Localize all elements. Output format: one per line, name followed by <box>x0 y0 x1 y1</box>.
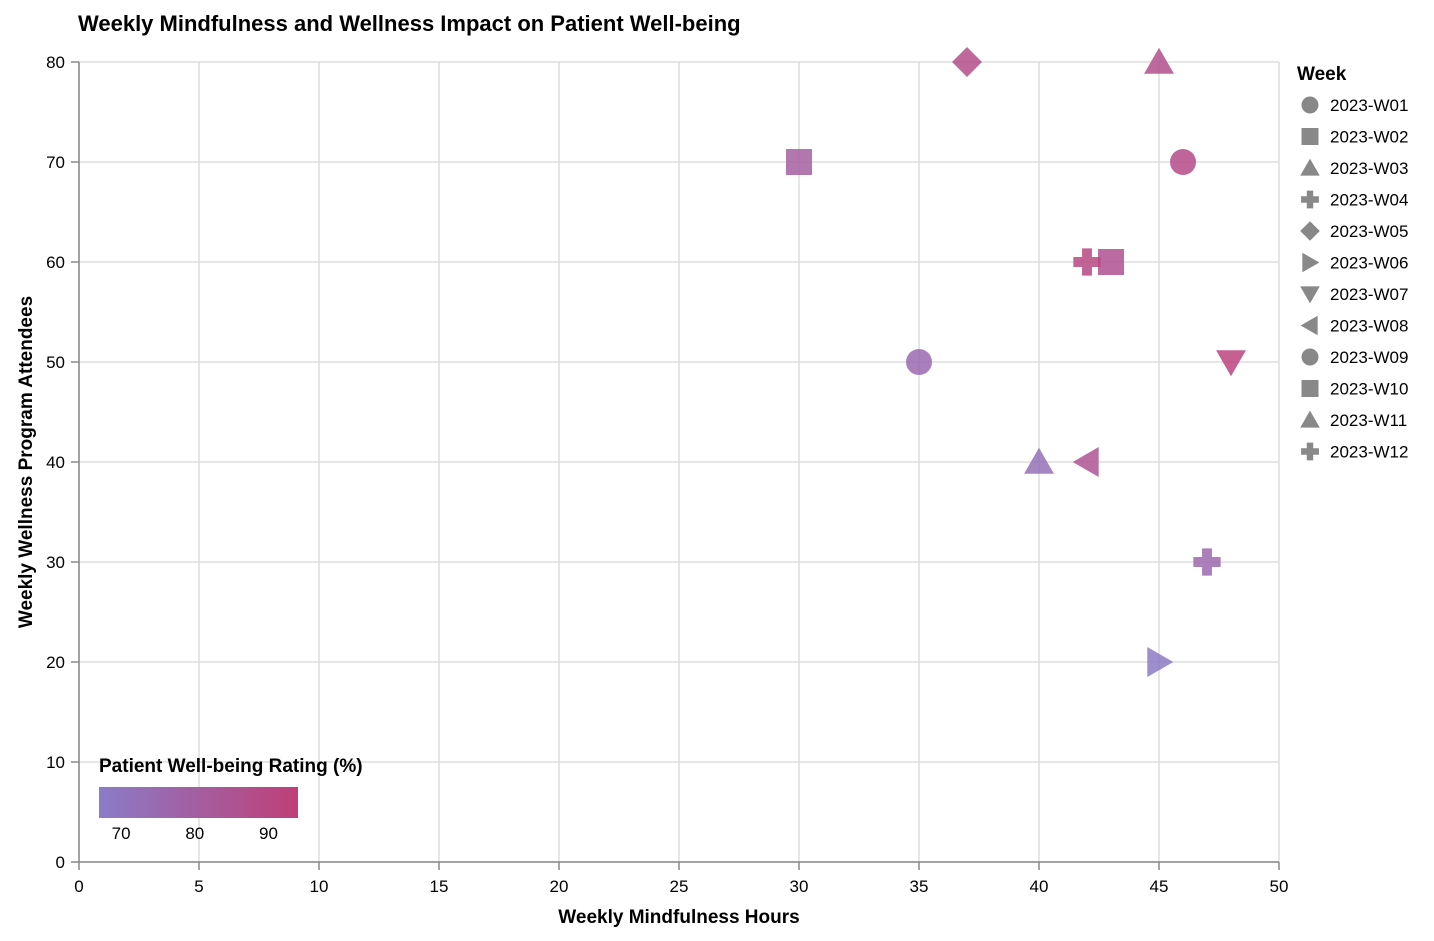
legend-label: 2023-W07 <box>1330 285 1408 304</box>
y-tick-label: 80 <box>46 53 65 72</box>
shape-legend: Week 2023-W01 2023-W02 2023-W03 2023-W04 2023… <box>1297 64 1408 462</box>
x-tick-label: 35 <box>910 877 929 896</box>
shape-legend-title: Week <box>1297 64 1347 85</box>
legend-label: 2023-W06 <box>1330 254 1408 273</box>
data-point-2023-w09 <box>1170 149 1196 175</box>
x-tick-label: 20 <box>550 877 569 896</box>
data-point-2023-w05 <box>952 47 982 77</box>
grid <box>78 61 1280 863</box>
legend-symbol-triangle-up-icon <box>1300 410 1320 428</box>
legend-symbol-square-icon <box>1301 128 1319 145</box>
legend-symbol-cross-icon <box>1301 442 1319 461</box>
x-tick-label: 15 <box>430 877 449 896</box>
y-tick-label: 70 <box>46 153 65 172</box>
x-tick-label: 10 <box>310 877 329 896</box>
legend-label: 2023-W05 <box>1330 222 1408 241</box>
legend-symbol-diamond-icon <box>1300 221 1320 241</box>
x-tick-label: 50 <box>1270 877 1289 896</box>
axes: 0 5 10 15 20 25 30 35 40 45 50 0 10 20 30 40 50 60 70 80 Wee… <box>16 53 1288 928</box>
legend-symbol-triangle-up-icon <box>1300 158 1320 176</box>
data-point-2023-w10 <box>1098 249 1124 275</box>
legend-label: 2023-W03 <box>1330 159 1408 178</box>
data-point-2023-w01 <box>906 349 932 375</box>
x-tick-label: 40 <box>1030 877 1049 896</box>
x-tick-label: 45 <box>1150 877 1169 896</box>
data-point-2023-w11 <box>1144 47 1174 74</box>
data-points <box>786 47 1246 677</box>
legend-label: 2023-W12 <box>1330 443 1408 462</box>
y-tick-label: 40 <box>46 453 65 472</box>
x-tick-label: 25 <box>670 877 689 896</box>
color-legend-tick: 80 <box>185 824 204 843</box>
data-point-2023-w12 <box>1073 248 1101 276</box>
y-tick-label: 30 <box>46 553 65 572</box>
y-tick-label: 50 <box>46 353 65 372</box>
color-legend-title: Patient Well-being Rating (%) <box>99 756 363 777</box>
legend-symbol-triangle-left-icon <box>1300 315 1318 336</box>
legend-symbol-circle-icon <box>1301 96 1319 114</box>
chart-title: Weekly Mindfulness and Wellness Impact o… <box>78 11 741 36</box>
data-point-2023-w02 <box>786 149 812 175</box>
color-legend-bar <box>99 787 298 818</box>
data-point-2023-w03 <box>1024 447 1054 474</box>
legend-label: 2023-W04 <box>1330 191 1408 210</box>
legend-label: 2023-W11 <box>1330 411 1407 430</box>
legend-label: 2023-W09 <box>1330 348 1408 367</box>
legend-symbol-cross-icon <box>1301 190 1319 209</box>
legend-label: 2023-W10 <box>1330 380 1408 399</box>
y-tick-label: 0 <box>56 853 65 872</box>
legend-label: 2023-W01 <box>1330 96 1408 115</box>
legend-symbol-triangle-down-icon <box>1300 286 1320 304</box>
x-tick-label: 0 <box>74 877 83 896</box>
legend-symbol-square-icon <box>1301 380 1319 397</box>
x-tick-label: 30 <box>790 877 809 896</box>
color-legend-tick: 90 <box>259 824 278 843</box>
legend-symbol-circle-icon <box>1301 348 1319 366</box>
y-tick-label: 60 <box>46 253 65 272</box>
y-axis-title: Weekly Wellness Program Attendees <box>16 296 37 628</box>
x-tick-label: 5 <box>194 877 203 896</box>
data-point-2023-w04 <box>1193 548 1221 576</box>
legend-label: 2023-W08 <box>1330 317 1408 336</box>
data-point-2023-w07 <box>1216 350 1246 377</box>
x-axis-title: Weekly Mindfulness Hours <box>558 907 799 928</box>
y-tick-label: 20 <box>46 653 65 672</box>
color-legend-tick: 70 <box>112 824 131 843</box>
color-legend: Patient Well-being Rating (%) 70 80 90 <box>99 756 363 843</box>
data-point-2023-w06 <box>1147 647 1174 677</box>
data-point-2023-w08 <box>1072 447 1099 477</box>
y-tick-label: 10 <box>46 753 65 772</box>
legend-symbol-triangle-right-icon <box>1302 252 1320 273</box>
legend-label: 2023-W02 <box>1330 128 1408 147</box>
